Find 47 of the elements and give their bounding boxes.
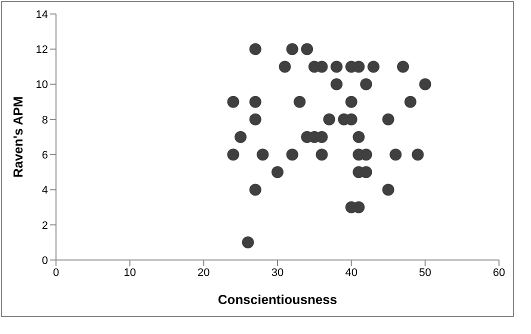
x-tick-label: 10 (124, 266, 136, 279)
point (272, 166, 284, 178)
point (301, 43, 314, 56)
point (412, 148, 424, 161)
point (330, 78, 343, 90)
x-tick-label: 50 (419, 266, 432, 279)
x-tick-label: 0 (52, 266, 60, 279)
point (286, 148, 298, 161)
point (345, 96, 358, 108)
point (249, 113, 262, 126)
point (227, 96, 240, 108)
point (419, 78, 432, 90)
y-tick-label: 8 (42, 114, 48, 126)
point (286, 43, 298, 56)
point (294, 96, 306, 108)
x-tick-label: 30 (271, 266, 284, 279)
y-tick-label: 12 (36, 44, 48, 56)
point (242, 236, 254, 248)
point (249, 184, 262, 196)
x-axis-title: Conscientiousness (218, 292, 338, 307)
point (316, 148, 328, 161)
point (234, 131, 247, 143)
x-tick-label: 40 (345, 266, 358, 279)
y-tick-label: 14 (36, 8, 48, 21)
point (323, 113, 336, 126)
y-axis-title: Raven's APM (10, 96, 26, 178)
point (249, 43, 262, 56)
y-tick-label: 4 (42, 184, 48, 197)
x-tick-label: 60 (492, 266, 506, 279)
y-tick-label: 10 (36, 79, 48, 92)
point (367, 60, 380, 73)
x-tick-label: 20 (198, 266, 210, 279)
point (249, 96, 262, 108)
y-tick-label: 2 (42, 220, 48, 232)
point (330, 60, 343, 73)
point (278, 60, 291, 73)
y-tick-label: 6 (42, 149, 48, 162)
point (227, 148, 240, 161)
y-tick-label: 0 (42, 254, 48, 267)
point (382, 113, 394, 126)
point (390, 148, 402, 161)
point (382, 184, 394, 196)
point (360, 78, 372, 90)
point (397, 60, 410, 73)
point (256, 148, 269, 161)
point (404, 96, 416, 108)
point (352, 131, 365, 143)
